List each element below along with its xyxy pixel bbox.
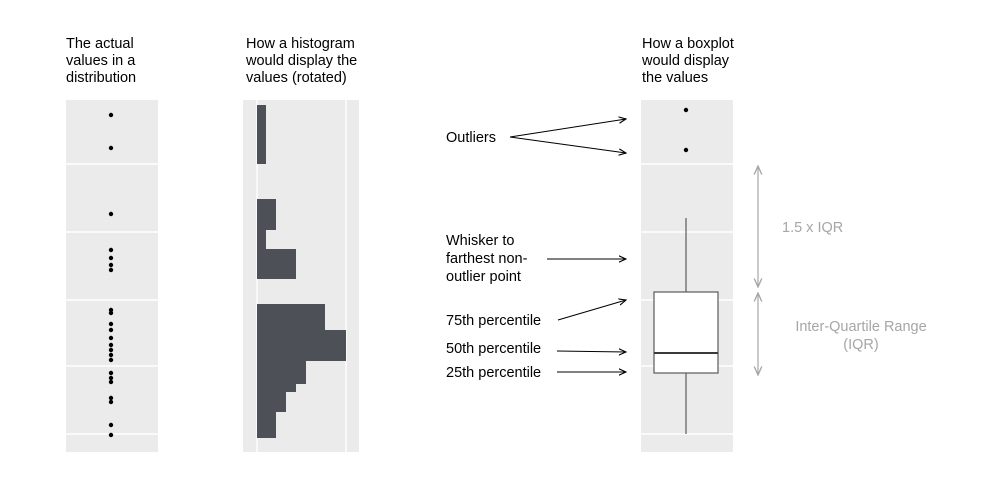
value-dot bbox=[108, 145, 114, 151]
value-dot bbox=[108, 327, 114, 333]
value-dot bbox=[108, 321, 114, 327]
histogram-bars bbox=[257, 105, 346, 438]
value-dot bbox=[108, 395, 114, 401]
value-dots bbox=[108, 112, 114, 438]
value-dot bbox=[108, 375, 114, 381]
value-dot bbox=[108, 347, 114, 353]
iqr-label: Inter-Quartile Range (IQR) bbox=[795, 319, 927, 353]
p50-arrow bbox=[556, 351, 626, 352]
p75-label: 75th percentile bbox=[446, 313, 542, 329]
p75-arrow bbox=[557, 300, 626, 321]
value-dot bbox=[108, 432, 114, 438]
value-dot bbox=[108, 310, 114, 316]
outlier-arrow-upper bbox=[509, 119, 626, 138]
histogram-panel bbox=[243, 100, 359, 452]
value-dot bbox=[108, 262, 114, 268]
value-dot bbox=[108, 399, 114, 405]
value-dot bbox=[108, 267, 114, 273]
values-panel-title: The actual values in a distribution bbox=[66, 36, 137, 86]
values-panel-gridlines bbox=[66, 163, 158, 435]
value-dot bbox=[108, 370, 114, 376]
outliers-label: Outliers bbox=[446, 130, 496, 146]
value-dot bbox=[108, 352, 114, 358]
box bbox=[653, 291, 719, 374]
value-dot bbox=[108, 357, 114, 363]
value-dot bbox=[108, 211, 114, 217]
boxplot-panel-title: How a boxplot would display the values bbox=[642, 36, 734, 86]
value-dot bbox=[108, 247, 114, 253]
value-dot bbox=[108, 342, 114, 348]
outlier-point bbox=[683, 107, 689, 113]
outlier-point bbox=[683, 147, 689, 153]
value-dot bbox=[108, 422, 114, 428]
values-panel-background bbox=[66, 100, 158, 452]
range-15iqr-label: 1.5 x IQR bbox=[782, 220, 844, 236]
boxplot-panel-background bbox=[641, 100, 733, 452]
value-dot bbox=[108, 255, 114, 261]
value-dot bbox=[108, 335, 114, 341]
p50-label: 50th percentile bbox=[446, 341, 542, 357]
annotation-arrows bbox=[509, 119, 626, 372]
whisker-label: Whisker to farthest non-outlier point bbox=[446, 233, 528, 285]
p25-label: 25th percentile bbox=[446, 365, 542, 381]
value-dot bbox=[108, 112, 114, 118]
value-dot bbox=[108, 379, 114, 385]
outlier-arrow-lower bbox=[509, 136, 626, 153]
values-panel bbox=[66, 100, 158, 452]
boxplot-panel bbox=[641, 100, 733, 452]
histogram-panel-title: How a histogram would display the values (… bbox=[246, 36, 358, 86]
